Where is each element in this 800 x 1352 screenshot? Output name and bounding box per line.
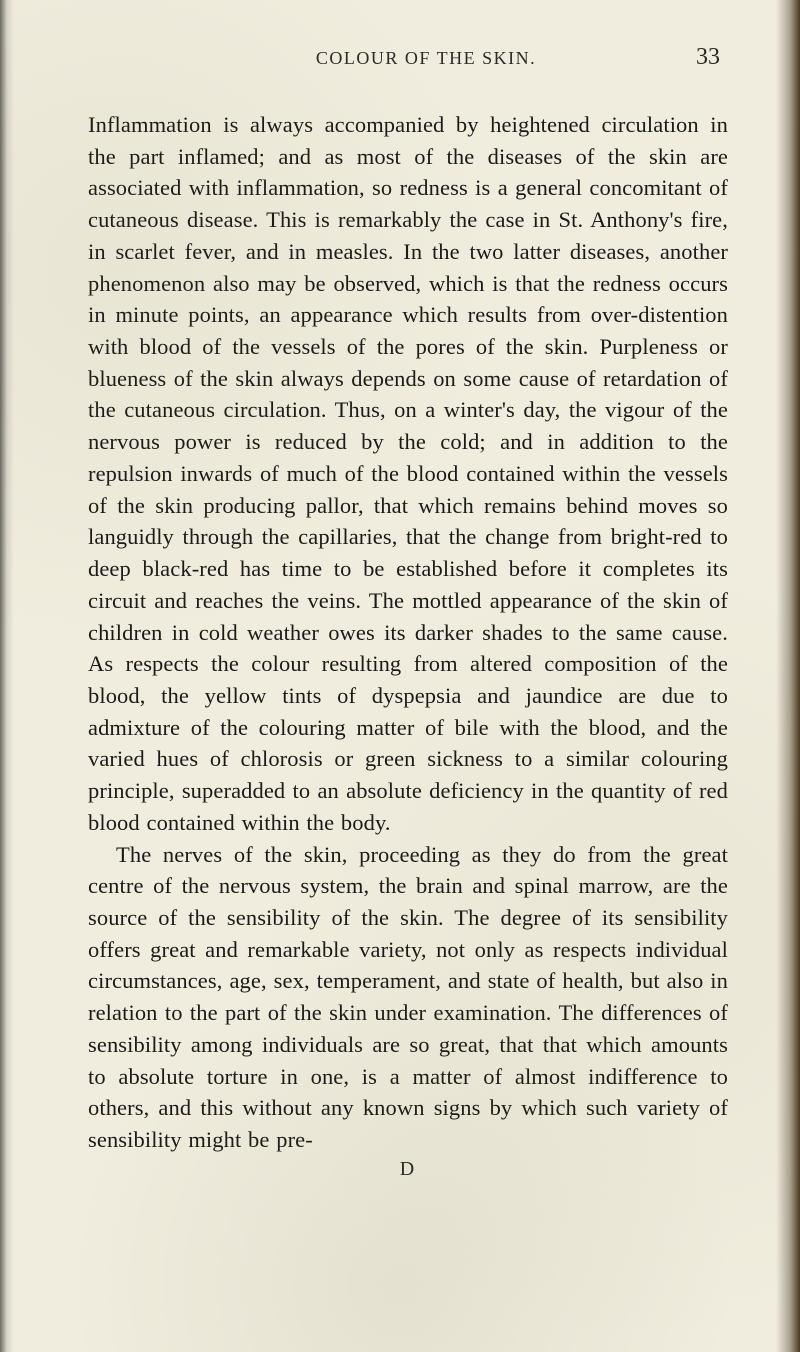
paragraph: Inflammation is always accompanied by he… — [88, 109, 728, 839]
binding-shadow-right — [776, 0, 800, 1352]
running-head: COLOUR OF THE SKIN. — [96, 48, 696, 69]
signature-mark: D — [88, 1158, 728, 1181]
page-header: COLOUR OF THE SKIN. 33 — [88, 44, 728, 71]
page-number: 33 — [696, 44, 720, 71]
body-text: Inflammation is always accompanied by he… — [88, 109, 728, 1181]
paragraph: The nerves of the skin, proceeding as th… — [88, 839, 728, 1156]
book-page: COLOUR OF THE SKIN. 33 Inflammation is a… — [0, 0, 800, 1352]
binding-shadow-left — [0, 0, 14, 1352]
